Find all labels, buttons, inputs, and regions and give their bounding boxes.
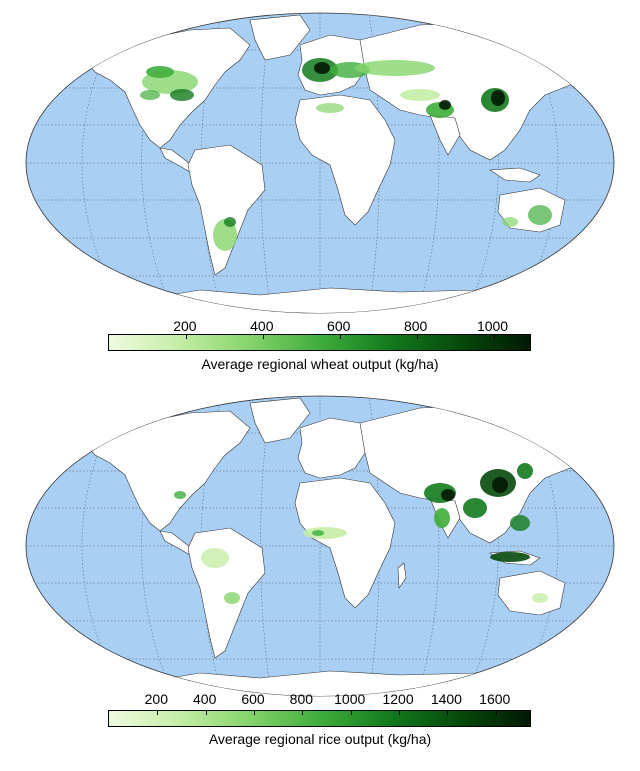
wheat-map-panel: 200 400 600 800 1000 Average regional wheat … <box>0 0 640 380</box>
antarctica <box>139 287 521 313</box>
india-peninsula <box>429 114 461 156</box>
north-america <box>84 410 251 532</box>
wheat-colorbar-gradient <box>108 334 531 351</box>
wheat-colorbar-caption: Average regional wheat output (kg/ha) <box>201 356 439 372</box>
colorbar-tick-label: 800 <box>403 318 428 334</box>
colorbar-tick-label: 1000 <box>476 318 509 334</box>
colorbar-tick-label: 1000 <box>334 691 366 707</box>
colorbar-tick-label: 400 <box>250 318 274 334</box>
australia <box>497 570 566 616</box>
colorbar-tick-label: 1600 <box>479 691 511 707</box>
madagascar <box>397 562 407 589</box>
wheat-world-map <box>25 12 615 314</box>
colorbar-tick-label: 200 <box>144 691 169 707</box>
europe <box>297 417 371 479</box>
colorbar-tick-label: 400 <box>192 691 217 707</box>
colorbar-tick-mark <box>185 335 187 339</box>
rice-map-panel: 200 400 600 800 1000 1200 1400 1600 Average reg… <box>0 383 640 771</box>
rice-colorbar: 200 400 600 800 1000 1200 1400 1600 Average reg… <box>0 691 640 761</box>
rice-colorbar-tick-labels: 200 400 600 800 1000 1200 1400 1600 <box>0 691 640 709</box>
colorbar-tick-mark <box>495 711 497 715</box>
colorbar-tick-mark <box>157 711 159 715</box>
colorbar-tick-mark <box>493 335 495 339</box>
colorbar-tick-label: 200 <box>173 318 197 334</box>
greenland <box>249 14 311 61</box>
greenland <box>249 397 311 444</box>
southeast-asia-islands <box>489 167 541 183</box>
africa <box>294 94 396 226</box>
colorbar-tick-mark <box>254 711 256 715</box>
colorbar-tick-mark <box>399 711 401 715</box>
rice-colorbar-gradient <box>108 710 531 727</box>
rice-world-map <box>25 395 615 697</box>
colorbar-tick-mark <box>416 335 418 339</box>
south-america <box>187 144 266 276</box>
colorbar-tick-mark <box>447 711 449 715</box>
wheat-colorbar: 200 400 600 800 1000 Average regional wheat … <box>0 318 640 380</box>
colorbar-tick-mark <box>302 711 304 715</box>
colorbar-tick-mark <box>262 335 264 339</box>
colorbar-tick-label: 1400 <box>430 691 462 707</box>
colorbar-tick-label: 1200 <box>382 691 414 707</box>
rice-production-areas <box>174 463 548 604</box>
rice-colorbar-caption: Average regional rice output (kg/ha) <box>208 731 432 747</box>
colorbar-tick-mark <box>350 711 352 715</box>
colorbar-tick-mark <box>339 335 341 339</box>
colorbar-tick-label: 600 <box>241 691 265 707</box>
colorbar-tick-label: 600 <box>327 318 351 334</box>
colorbar-tick-label: 800 <box>289 691 314 707</box>
colorbar-tick-mark <box>205 711 207 715</box>
wheat-colorbar-tick-labels: 200 400 600 800 1000 <box>0 318 640 336</box>
wheat-production-areas <box>140 58 552 251</box>
